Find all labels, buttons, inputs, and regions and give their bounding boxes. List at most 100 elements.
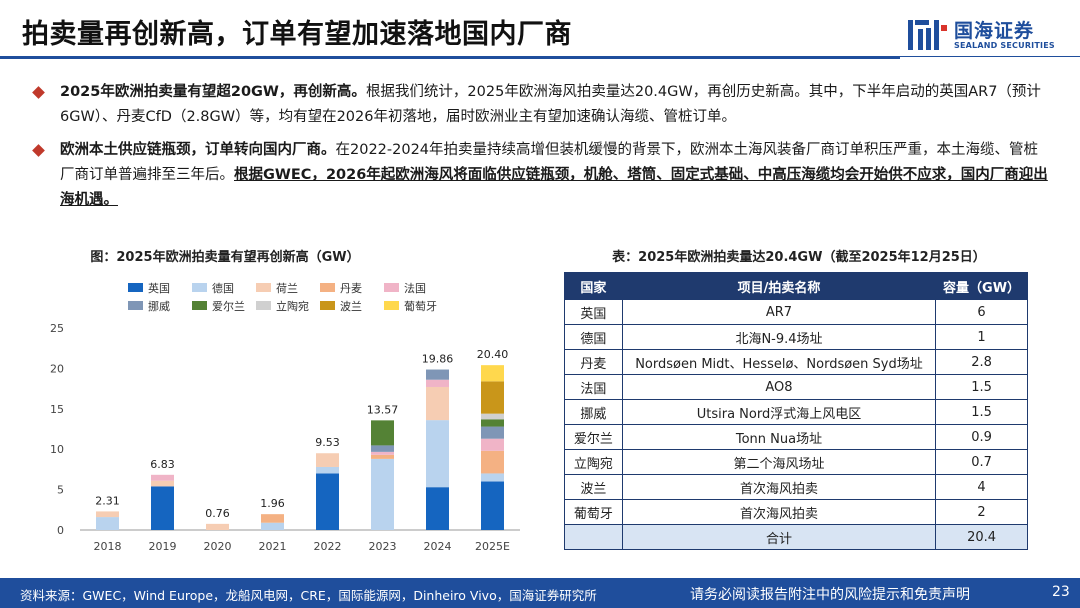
bar-total-label: 1.96 <box>260 497 285 510</box>
table-row: 德国 北海N-9.4场址 1 <box>564 324 1028 350</box>
company-logo: 国海证券 SEALAND SECURITIES <box>906 14 1066 60</box>
legend-label: 葡萄牙 <box>404 300 437 313</box>
table-title: 表：2025年欧洲拍卖量达20.4GW（截至2025年12月25日） <box>612 250 986 265</box>
table-cell: AR7 <box>621 299 937 325</box>
page-title: 拍卖量再创新高，订单有望加速落地国内厂商 <box>22 19 572 50</box>
table-cell: 挪威 <box>564 399 623 425</box>
footer-source: 资料来源：GWEC，Wind Europe，龙船风电网，CRE，国际能源网，Di… <box>20 588 597 603</box>
legend-swatch <box>256 301 271 310</box>
legend-label: 波兰 <box>340 300 362 313</box>
legend-item: 爱尔兰 <box>192 298 245 314</box>
table-row: 挪威 Utsira Nord浮式海上风电区 1.5 <box>564 399 1028 425</box>
x-tick-label: 2022 <box>314 540 342 553</box>
legend-label: 爱尔兰 <box>212 300 245 313</box>
table-cell: Utsira Nord浮式海上风电区 <box>621 399 937 425</box>
bar-segment <box>261 514 284 523</box>
bar-segment <box>481 438 504 451</box>
y-tick-label: 20 <box>50 362 64 375</box>
y-tick-label: 5 <box>57 484 64 497</box>
bar-total-label: 0.76 <box>205 507 230 520</box>
table-row: 波兰 首次海风拍卖 4 <box>564 474 1028 500</box>
y-tick-label: 10 <box>50 443 64 456</box>
table-cell: 0.9 <box>935 424 1028 450</box>
bullet-lead: 2025年欧洲拍卖量有望超20GW，再创新高。 <box>60 84 366 100</box>
bar-segment <box>481 473 504 482</box>
bar-total-label: 2.31 <box>95 494 120 507</box>
table-cell: 首次海风拍卖 <box>621 499 937 525</box>
bar-segment <box>151 486 174 530</box>
table-cell: 波兰 <box>564 474 623 500</box>
bar-segment <box>96 517 119 530</box>
bar-segment <box>371 420 394 446</box>
table-cell: 6 <box>935 299 1028 325</box>
bar-segment <box>481 426 504 439</box>
legend-swatch <box>320 283 335 292</box>
legend-swatch <box>128 283 143 292</box>
bar-segment <box>481 450 504 474</box>
x-tick-label: 2019 <box>149 540 177 553</box>
table-cell: 0.7 <box>935 449 1028 475</box>
bar-segment <box>206 523 229 530</box>
title-divider-thin <box>900 56 1080 57</box>
bar-segment <box>426 487 449 530</box>
bar-segment <box>371 454 394 459</box>
table-row: 丹麦 Nordsøen Midt、Hesselø、Nordsøen Syd场址 2.… <box>564 349 1028 375</box>
logo-text-cn: 国海证券 <box>954 20 1035 42</box>
bar-segment <box>426 420 449 488</box>
bar-total-label: 13.57 <box>367 403 399 416</box>
bullet-underlined: 根据GWEC，2026年起欧洲海风将面临供应链瓶颈，机舱、塔筒、固定式基础、中高… <box>60 167 1048 208</box>
legend-item: 波兰 <box>320 298 362 314</box>
legend-label: 德国 <box>212 282 234 295</box>
table-cell: Nordsøen Midt、Hesselø、Nordsøen Syd场址 <box>621 349 937 375</box>
bar-segment <box>426 379 449 387</box>
bar-segment <box>481 413 504 420</box>
table-cell: 1.5 <box>935 374 1028 400</box>
table-body: 英国 AR7 6 德国 北海N-9.4场址 1 丹麦 Nordsøen Midt、Hessel… <box>564 299 1028 525</box>
table-cell: AO8 <box>621 374 937 400</box>
table-cell: 法国 <box>564 374 623 400</box>
legend-swatch <box>320 301 335 310</box>
bullet-body: 根据我们统计，2025年欧洲海风拍卖量达20.4GW，再创历史新高。其中，下半年… <box>60 84 1041 125</box>
table-cell: 立陶宛 <box>564 449 623 475</box>
legend-item: 立陶宛 <box>256 298 309 314</box>
legend-item: 德国 <box>192 280 234 296</box>
diamond-bullet-icon <box>32 144 45 157</box>
legend-item: 丹麦 <box>320 280 362 296</box>
bar-segment <box>151 474 174 481</box>
x-tick-label: 2020 <box>204 540 232 553</box>
table-row: 英国 AR7 6 <box>564 299 1028 325</box>
x-tick-label: 2018 <box>94 540 122 553</box>
legend-swatch <box>128 301 143 310</box>
bullet-item: 欧洲本土供应链瓶颈，订单转向国内厂商。在2022-2024年拍卖量持续高增但装机… <box>30 138 1050 213</box>
table-cell: 1 <box>935 324 1028 350</box>
table-total-row: 合计 20.4 <box>564 524 1028 550</box>
bar-segment <box>316 453 339 467</box>
table-cell: 德国 <box>564 324 623 350</box>
table-cell: 英国 <box>564 299 623 325</box>
table-row: 葡萄牙 首次海风拍卖 2 <box>564 499 1028 525</box>
bar-segment <box>371 458 394 530</box>
table-cell: 北海N-9.4场址 <box>621 324 937 350</box>
table-total-label: 合计 <box>621 524 937 550</box>
x-tick-label: 2024 <box>424 540 452 553</box>
bar-segment <box>96 511 119 518</box>
legend-label: 英国 <box>148 282 170 295</box>
bullet-lead: 欧洲本土供应链瓶颈，订单转向国内厂商。 <box>60 142 336 158</box>
bar-segment <box>261 522 284 530</box>
logo-text-en: SEALAND SECURITIES <box>954 41 1055 50</box>
legend-item: 葡萄牙 <box>384 298 437 314</box>
table-cell: 4 <box>935 474 1028 500</box>
bullet-body: 在2022-2024年拍卖量持续高增但装机缓慢的背景下，欧洲本土海风装备厂商订单… <box>60 142 1039 183</box>
x-tick-label: 2023 <box>369 540 397 553</box>
bar-segment <box>481 481 504 530</box>
stacked-bar-chart: 0 5 10 15 20 25 2.31 2018 6.83 2019 0.76 2020 1.96 20… <box>50 322 520 553</box>
table-cell: 爱尔兰 <box>564 424 623 450</box>
title-divider <box>0 56 900 59</box>
diamond-bullet-icon <box>32 86 45 99</box>
table-row: 爱尔兰 Tonn Nua场址 0.9 <box>564 424 1028 450</box>
bullet-item: 2025年欧洲拍卖量有望超20GW，再创新高。根据我们统计，2025年欧洲海风拍… <box>30 80 1050 130</box>
legend-swatch <box>192 301 207 310</box>
table-header-cell: 容量（GW） <box>935 272 1028 300</box>
footer-disclaimer: 请务必阅读报告附注中的风险提示和免责声明 <box>690 587 970 603</box>
x-tick-label: 2021 <box>259 540 287 553</box>
